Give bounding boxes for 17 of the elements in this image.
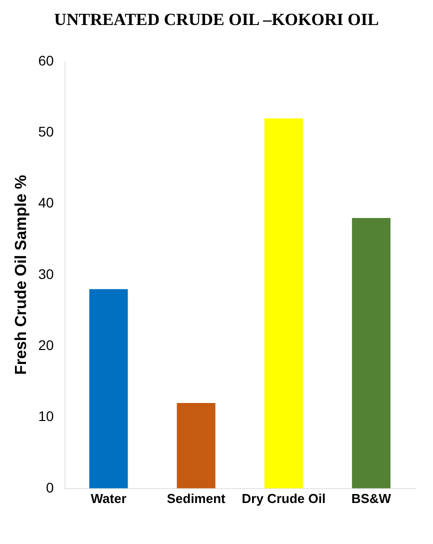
bar: [264, 118, 303, 488]
y-tick-label: 30: [38, 266, 54, 282]
bar: [89, 289, 128, 488]
y-tick-label: 20: [38, 336, 54, 353]
bar: [176, 403, 216, 488]
y-axis-title: Fresh Crude Oil Sample %: [13, 174, 30, 375]
x-tick-label: Sediment: [166, 490, 226, 506]
y-tick-label: 60: [38, 52, 54, 68]
y-tick-label: 40: [38, 194, 54, 211]
y-tick-label: 0: [46, 479, 54, 496]
y-tick-label: 50: [38, 123, 54, 140]
bar: [352, 218, 390, 488]
x-tick-label: Dry Crude Oil: [242, 490, 326, 506]
x-tick-label: BS&W: [351, 490, 392, 506]
y-tick-label: 10: [38, 408, 54, 424]
x-tick-label: Water: [90, 490, 126, 506]
chart-title: UNTREATED CRUDE OIL –KOKORI OIL: [53, 10, 380, 30]
